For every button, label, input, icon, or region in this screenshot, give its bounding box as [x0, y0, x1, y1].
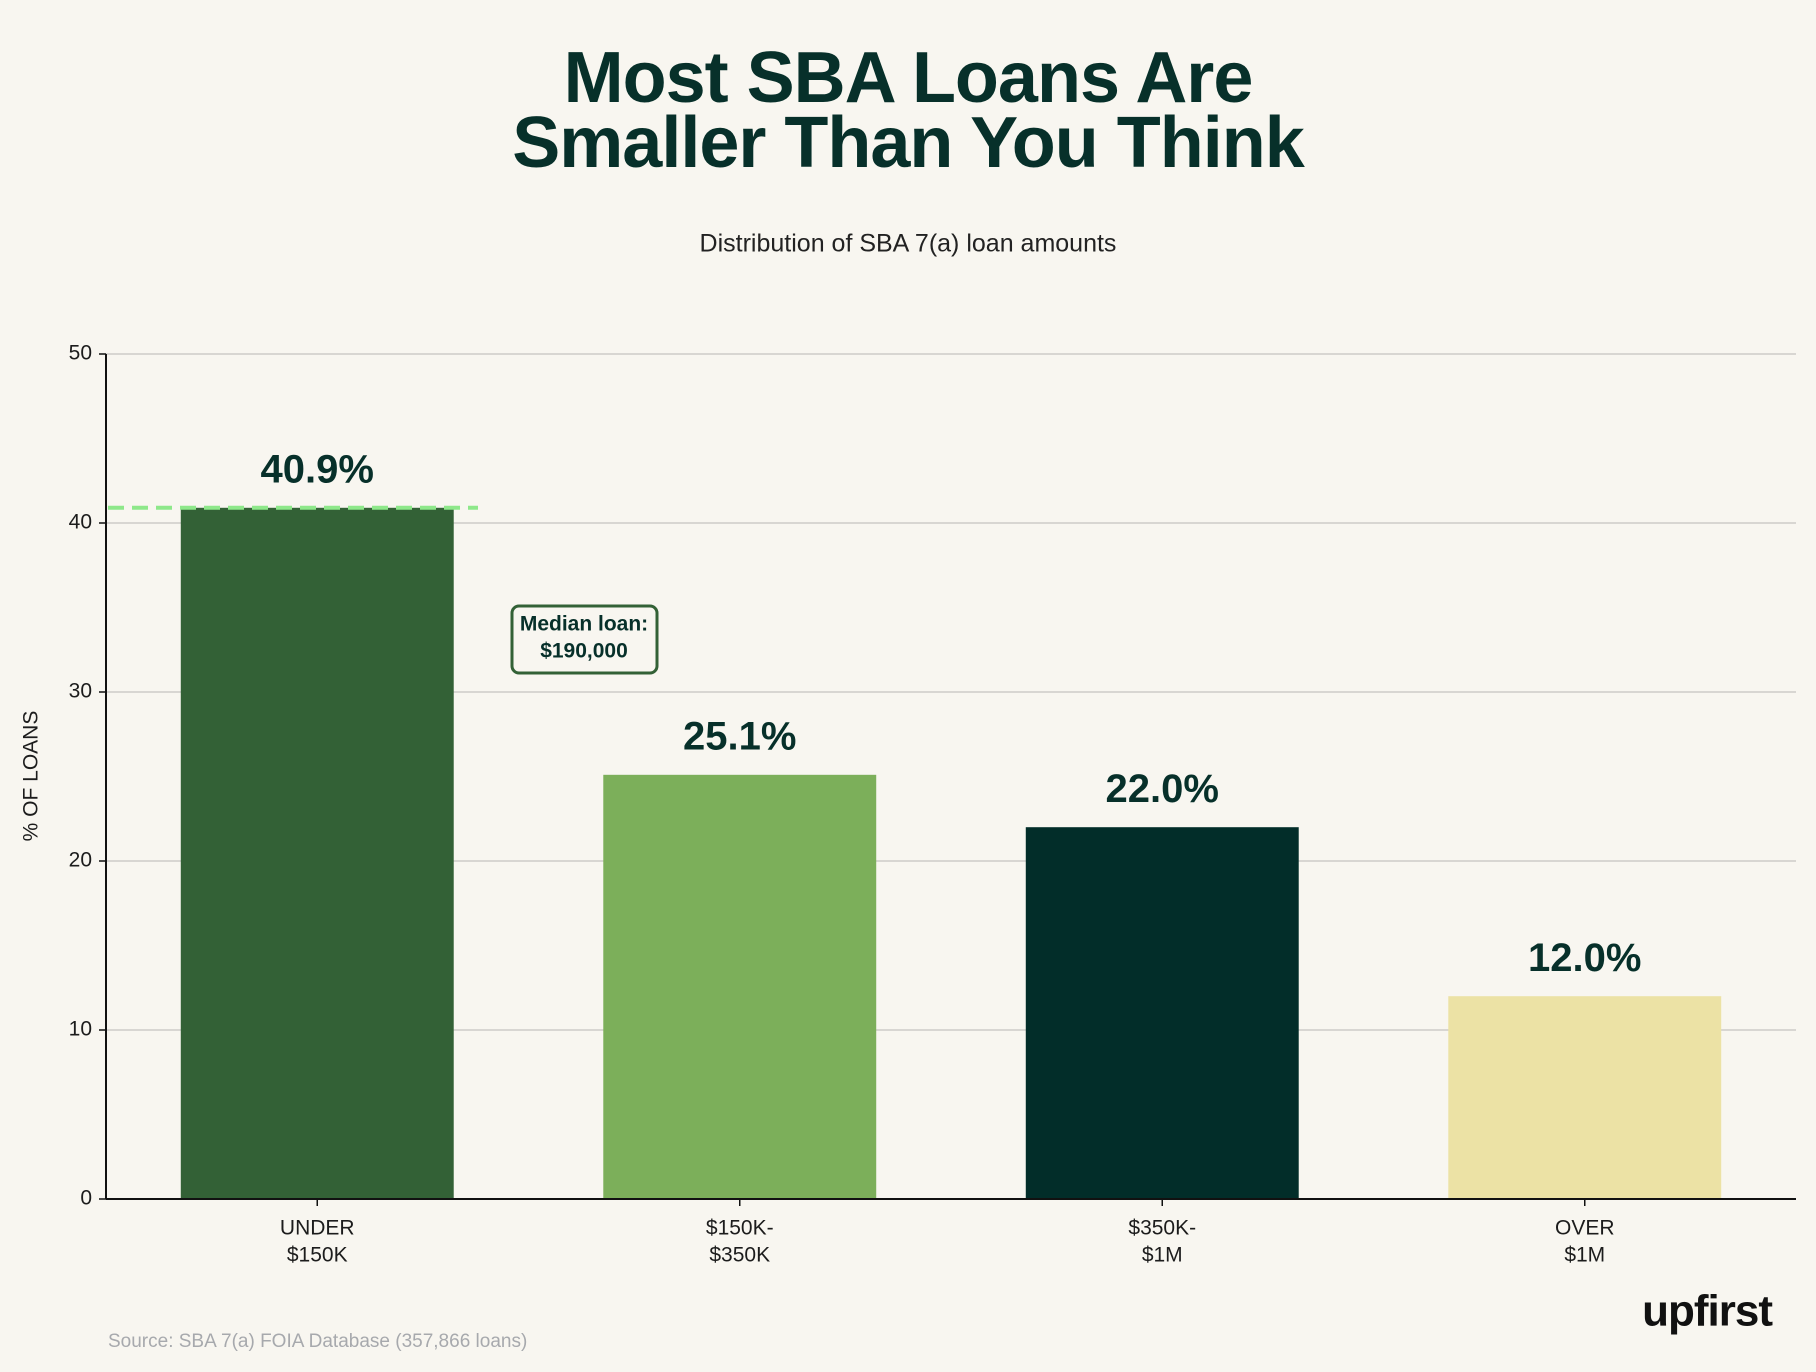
value-label: 25.1% — [683, 714, 796, 758]
bar — [1025, 827, 1299, 1199]
x-tick-label: $1M — [1564, 1244, 1605, 1267]
value-label: 22.0% — [1106, 767, 1219, 811]
y-tick-label: 50 — [69, 342, 92, 365]
x-tick-label: $150K — [287, 1244, 348, 1267]
bar — [603, 774, 877, 1199]
annotation-box — [510, 604, 659, 675]
chart-subtitle: Distribution of SBA 7(a) loan amounts — [700, 230, 1117, 258]
y-tick-label: 10 — [69, 1018, 92, 1041]
chart-title: Smaller Than You Think — [512, 103, 1305, 183]
value-label: 40.9% — [261, 447, 374, 491]
y-tick-label: 0 — [80, 1187, 92, 1210]
logo: upfirst — [1642, 1287, 1773, 1336]
x-tick-label: UNDER — [280, 1217, 355, 1240]
y-tick-label: 30 — [69, 680, 92, 703]
value-label: 12.0% — [1528, 936, 1641, 980]
source: Source: SBA 7(a) FOIA Database (357,866 … — [108, 1331, 527, 1352]
x-tick-label: $350K — [709, 1244, 770, 1267]
bar — [1448, 996, 1722, 1199]
annotation: Median loan: — [520, 613, 648, 636]
x-tick-label: $1M — [1142, 1244, 1183, 1267]
y-tick-label: 20 — [69, 849, 92, 872]
x-tick-label: OVER — [1555, 1217, 1615, 1240]
x-tick-label: $150K- — [706, 1217, 774, 1240]
x-tick-label: $350K- — [1128, 1217, 1196, 1240]
chart-title: Most SBA Loans Are — [564, 38, 1253, 118]
y-axis-label: % OF LOANS — [20, 711, 43, 842]
annotation: $190,000 — [540, 640, 628, 663]
bar — [180, 507, 454, 1199]
y-tick-label: 40 — [69, 511, 92, 534]
